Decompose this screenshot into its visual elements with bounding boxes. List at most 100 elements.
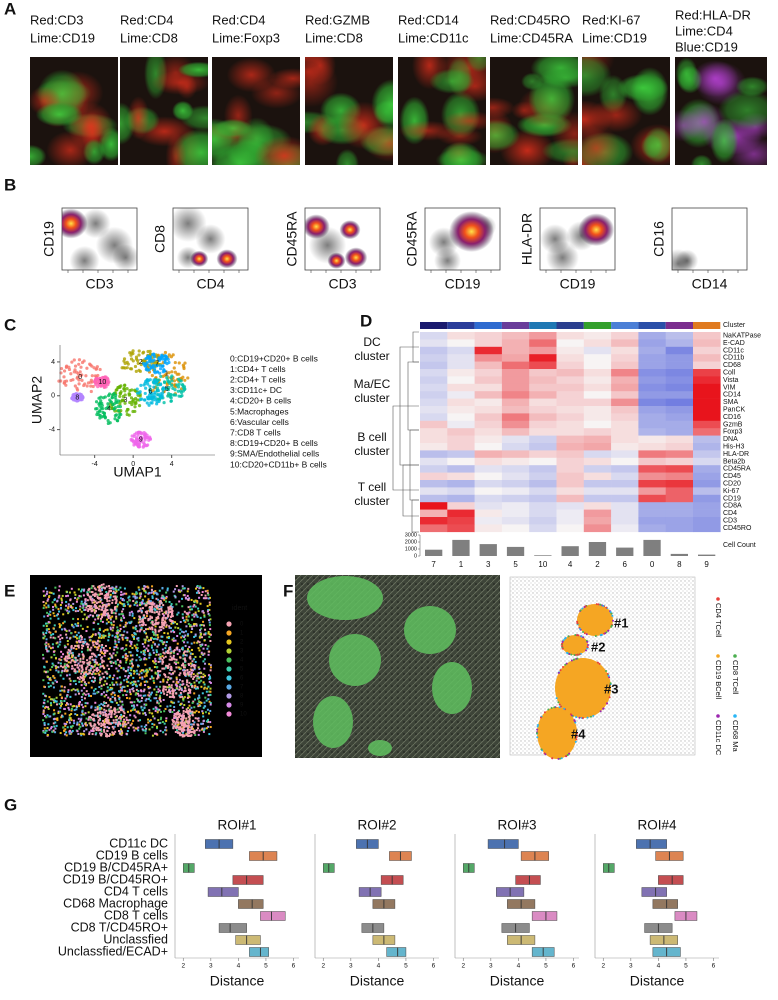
cell-dot — [145, 612, 148, 615]
heatmap-cell — [638, 457, 666, 466]
x-tick-label: 3 — [489, 963, 493, 970]
cell-dot — [85, 618, 88, 621]
cell-dot — [51, 730, 54, 733]
cell-dot — [169, 690, 172, 693]
cell-dot — [189, 688, 192, 691]
roi-cell — [565, 755, 568, 758]
cell-dot — [49, 698, 52, 701]
cell-dot — [161, 667, 164, 670]
cell-dot — [176, 646, 179, 649]
cell-dot — [53, 725, 56, 728]
cell-dot — [159, 710, 162, 713]
count-bar — [506, 546, 525, 556]
cell-dot — [126, 684, 129, 687]
cell-dot — [54, 586, 57, 589]
roi-cell — [582, 630, 585, 633]
cell-dot — [104, 614, 107, 617]
cell-dot — [101, 659, 104, 662]
cell-dot — [49, 684, 52, 687]
cell-dot — [129, 682, 132, 685]
cell-dot — [156, 673, 159, 676]
cell-dot — [163, 597, 166, 600]
cell-dot — [74, 610, 77, 613]
umap-point — [129, 357, 134, 361]
cell-dot — [92, 621, 95, 624]
cell-dot — [200, 679, 203, 682]
cell-dot — [135, 688, 138, 691]
cell-dot — [166, 666, 169, 669]
tissue-region — [438, 141, 483, 165]
cell-dot — [79, 732, 82, 735]
cell-dot — [204, 696, 207, 699]
cell-dot — [189, 731, 192, 734]
cell-dot — [88, 639, 91, 642]
cell-dot — [43, 685, 46, 688]
roi-cell — [597, 603, 600, 606]
cell-dot — [148, 668, 151, 671]
cell-dot — [205, 720, 208, 723]
cell-dot — [180, 722, 183, 725]
cell-dot — [208, 663, 211, 666]
cell-dot — [103, 695, 106, 698]
umap-point — [98, 413, 102, 418]
cell-dot — [82, 642, 85, 645]
cell-dot — [187, 712, 190, 715]
cell-dot — [152, 592, 155, 595]
cell-dot — [182, 724, 185, 727]
umap-point — [169, 355, 174, 359]
cell-dot — [100, 692, 103, 695]
cell-dot — [207, 718, 210, 721]
cell-dot — [91, 601, 94, 604]
cell-dot — [149, 686, 152, 689]
cell-dot — [80, 602, 83, 605]
cell-dot — [111, 629, 114, 632]
cell-dot — [111, 656, 114, 659]
cell-dot — [99, 679, 102, 682]
cell-dot — [95, 732, 98, 735]
umap-point — [84, 374, 88, 378]
heatmap-cell — [638, 502, 666, 510]
cell-dot — [60, 716, 63, 719]
heatmap-cell — [420, 354, 448, 362]
cell-dot — [76, 664, 79, 667]
cell-dot — [200, 651, 203, 654]
cell-dot — [208, 712, 211, 715]
cell-dot — [90, 716, 93, 719]
cell-dot — [160, 606, 163, 609]
image-caption: Red:HLA-DR — [675, 7, 751, 22]
cell-dot — [85, 724, 88, 727]
cell-dot — [115, 715, 118, 718]
heatmap-cell — [501, 361, 530, 370]
cell-dot — [186, 650, 189, 653]
panel-letter: B — [4, 175, 16, 194]
cell-dot — [181, 616, 184, 619]
cell-dot — [209, 669, 212, 672]
cell-dot — [146, 636, 149, 639]
cell-dot — [109, 616, 112, 619]
cell-dot — [186, 634, 189, 637]
heatmap-cell — [447, 361, 475, 370]
cell-dot — [156, 701, 159, 704]
cell-dot — [76, 721, 79, 724]
cell-dot — [76, 723, 79, 726]
cell-dot — [168, 684, 171, 687]
cell-dot — [147, 685, 150, 688]
cell-dot — [81, 677, 84, 680]
cell-dot — [184, 630, 187, 633]
roi-cell — [536, 723, 539, 726]
follicle — [313, 696, 353, 748]
cell-dot — [62, 622, 65, 625]
cell-dot — [154, 630, 157, 633]
tissue-region — [690, 154, 713, 165]
cell-dot — [66, 643, 69, 646]
cell-dot — [98, 644, 101, 647]
cell-dot — [55, 724, 58, 727]
cell-dot — [189, 652, 192, 655]
cell-dot — [89, 595, 92, 598]
cell-dot — [86, 665, 89, 668]
cell-dot — [202, 673, 205, 676]
legend-swatch — [226, 621, 232, 627]
heatmap-cell — [583, 465, 612, 473]
cell-dot — [148, 691, 151, 694]
cell-dot — [161, 587, 164, 590]
